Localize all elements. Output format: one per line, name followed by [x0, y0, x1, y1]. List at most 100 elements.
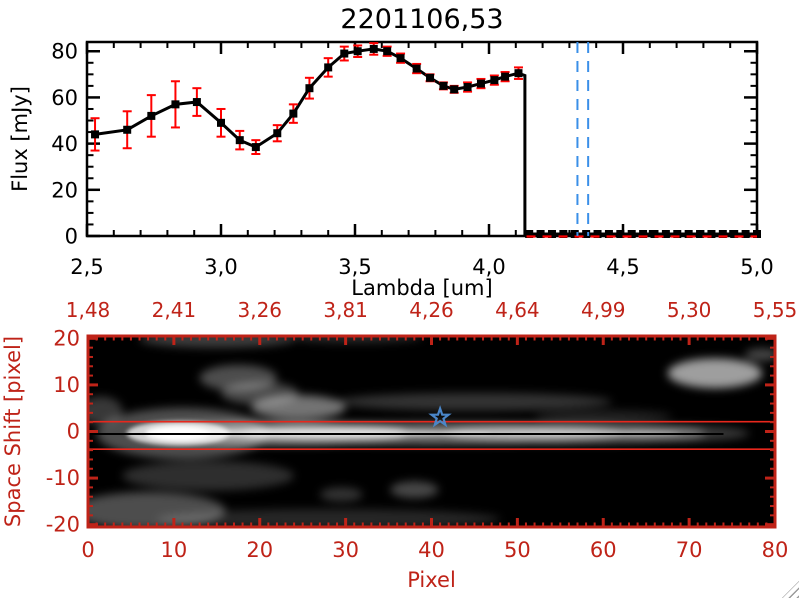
x-axis-title: Lambda [um] [351, 276, 492, 300]
emission-blob [319, 487, 363, 502]
x-tick-label: 0 [81, 538, 94, 562]
data-point-marker [514, 69, 523, 78]
data-point-marker [217, 118, 225, 127]
emission-blob [156, 508, 501, 527]
y-tick-label: 20 [51, 178, 78, 202]
zero-flux-marker [525, 230, 534, 238]
top-axis-wavelength-label: 4,64 [495, 300, 540, 322]
emission-blob [534, 410, 672, 424]
x-tick-label: 30 [332, 538, 359, 562]
emission-blob [390, 481, 439, 499]
data-point-marker [353, 47, 362, 56]
x-tick-label: 40 [418, 538, 445, 562]
zero-flux-marker [696, 230, 705, 238]
zero-flux-marker [741, 230, 750, 238]
x-tick-label: 4,5 [606, 255, 639, 279]
x-tick-label: 70 [676, 538, 703, 562]
data-point-marker [463, 83, 472, 92]
zero-flux-marker [593, 230, 602, 238]
x-tick-label: 80 [762, 538, 789, 562]
x-tick-label: 3,0 [204, 255, 237, 279]
top-axis-wavelength-label: 4,99 [581, 300, 626, 322]
data-point-marker [123, 125, 132, 134]
top-axis-wavelength-label: 3,81 [323, 300, 368, 322]
top-axis-wavelength-label: 5,55 [753, 300, 798, 322]
data-point-marker [450, 85, 459, 94]
emission-blob [122, 460, 295, 491]
star-marker-icon [428, 405, 452, 428]
x-tick-label: 5,0 [740, 255, 773, 279]
data-point-marker [396, 54, 405, 63]
y-tick-label: 0 [65, 225, 78, 249]
zero-flux-marker [650, 230, 659, 238]
data-point-marker [439, 81, 448, 90]
y-tick-label: 60 [51, 86, 78, 110]
zero-flux-marker [673, 230, 682, 238]
zero-flux-marker [536, 230, 545, 238]
emission-blob [139, 336, 295, 348]
zero-flux-marker [559, 230, 568, 238]
spectral-image-panel: 1,48 0 2,41 10 3,26 20 3,81 30 4,26 40 4,64 50 4,99 6… [1, 300, 798, 592]
y-tick-label: 10 [53, 373, 80, 397]
data-point-marker [171, 100, 180, 109]
data-point-marker [289, 109, 298, 118]
x-tick-label: 10 [161, 538, 188, 562]
data-point-marker [476, 79, 485, 88]
zero-flux-marker [604, 230, 613, 238]
flux-curve [94, 47, 757, 236]
zero-flux-marker [627, 230, 636, 238]
spectrum-axes-frame [85, 40, 759, 238]
top-axis-wavelength-label: 3,26 [237, 300, 282, 322]
data-point-marker [369, 44, 378, 53]
emission-blob [337, 392, 612, 411]
data-point-marker [273, 129, 282, 138]
data-point-marker [192, 98, 201, 107]
zero-flux-marker [730, 230, 739, 238]
zero-flux-marker [684, 230, 693, 238]
data-point-marker [147, 111, 156, 120]
emission-blob [199, 364, 277, 391]
data-point-marker [501, 72, 510, 81]
data-point-marker [490, 76, 499, 85]
data-point-marker [340, 49, 349, 58]
x-tick-label: 60 [590, 538, 617, 562]
zero-flux-marker [547, 230, 556, 238]
data-point-marker [305, 84, 314, 93]
x-tick-label: 3,5 [338, 255, 371, 279]
y-tick-label: 20 [53, 326, 80, 350]
spectrum-panel: 2201106,53 Lambda [um] Flux [mJy] 2,5 3,0 3,5… [8, 4, 774, 300]
y-tick-label: 80 [51, 40, 78, 64]
zero-flux-marker [582, 230, 591, 238]
zero-flux-marker [707, 230, 716, 238]
y-axis-title: Flux [mJy] [8, 86, 32, 192]
x-tick-label: 50 [504, 538, 531, 562]
top-axis-wavelength-label: 5,30 [667, 300, 712, 322]
x-tick-label: 4,0 [472, 255, 505, 279]
data-point-marker [383, 47, 392, 56]
x-tick-label: 20 [246, 538, 273, 562]
data-point-marker [235, 136, 244, 145]
emission-blob [667, 358, 763, 389]
top-axis-wavelength-label: 1,48 [66, 300, 111, 322]
zero-flux-marker [661, 230, 670, 238]
data-point-marker [324, 63, 333, 72]
y-tick-label: -10 [46, 466, 80, 490]
zero-flux-marker [753, 230, 761, 238]
y-axis-title: Space Shift [pixel] [1, 336, 25, 527]
zero-flux-marker [639, 230, 648, 238]
y-tick-label: 0 [67, 420, 80, 444]
data-point-marker [426, 73, 435, 82]
y-tick-label: -20 [46, 513, 80, 537]
zero-flux-marker [570, 230, 579, 238]
y-tick-label: 40 [51, 132, 78, 156]
zero-flux-marker [616, 230, 625, 238]
data-point-marker [251, 143, 260, 152]
top-axis-wavelength-label: 2,41 [152, 300, 197, 322]
data-point-marker [91, 130, 100, 139]
emission-blob [744, 348, 775, 361]
zero-flux-marker [718, 230, 727, 238]
x-tick-label: 2,5 [70, 255, 103, 279]
plot-title: 2201106,53 [340, 4, 503, 35]
x-axis-title: Pixel [407, 568, 456, 592]
